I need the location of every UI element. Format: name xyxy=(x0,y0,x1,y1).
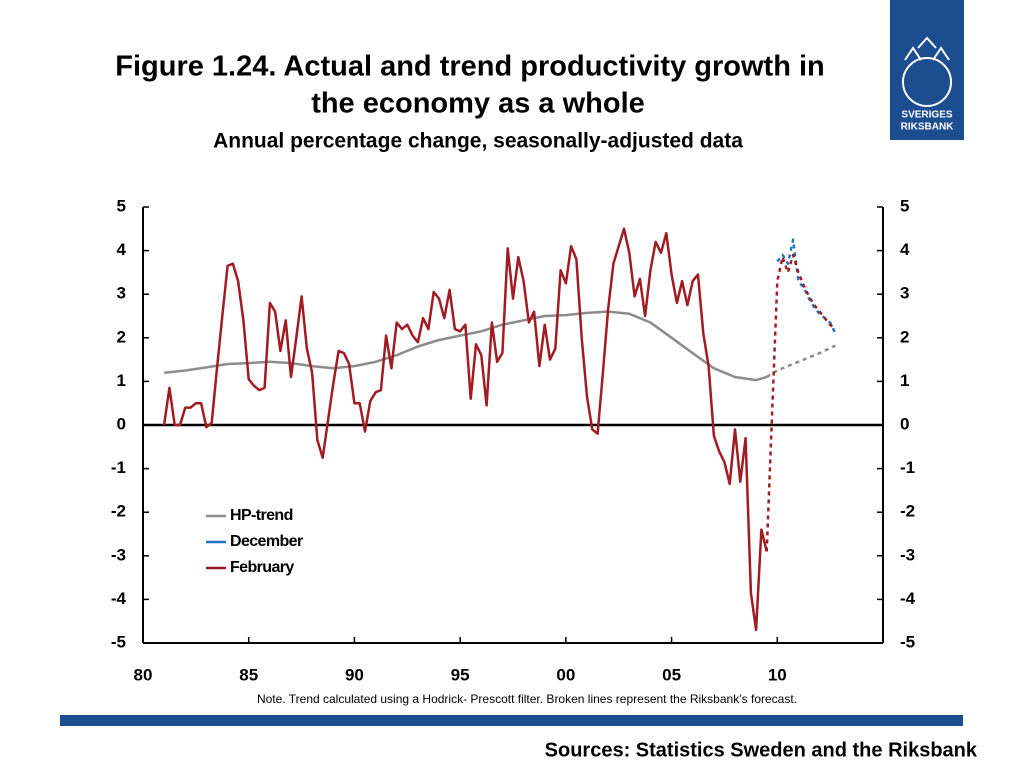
chart-title: the economy as a whole xyxy=(311,88,645,120)
x-tick-label: 90 xyxy=(345,665,364,684)
logo-crowns xyxy=(904,36,950,61)
chart-title: Figure 1.24. Actual and trend productivi… xyxy=(115,51,825,83)
y-tick-label: -5 xyxy=(111,632,126,651)
logo-emblem xyxy=(902,57,952,107)
sources: Sources: Statistics Sweden and the Riksb… xyxy=(545,739,978,761)
y2-tick-label: -4 xyxy=(900,589,916,608)
legend-label: February xyxy=(230,559,294,576)
y2-tick-label: 0 xyxy=(900,414,909,433)
y-tick-label: -3 xyxy=(111,545,126,564)
x-tick-label: 05 xyxy=(662,665,681,684)
legend-label: December xyxy=(230,533,303,550)
y-tick-label: 0 xyxy=(117,414,126,433)
y-tick-label: 4 xyxy=(117,240,127,259)
forecast-line xyxy=(766,344,836,379)
y2-tick-label: -2 xyxy=(900,502,915,521)
y-tick-label: 3 xyxy=(117,284,126,303)
x-tick-label: 10 xyxy=(768,665,787,684)
y2-tick-label: -5 xyxy=(900,632,915,651)
y2-tick-label: 2 xyxy=(900,327,909,346)
y2-tick-label: 3 xyxy=(900,284,909,303)
line-series xyxy=(162,227,768,632)
y-tick-label: 5 xyxy=(117,196,126,215)
chart-subtitle: Annual percentage change, seasonally-adj… xyxy=(213,130,743,153)
y-tick-label: -4 xyxy=(111,589,127,608)
y-tick-label: -2 xyxy=(111,502,126,521)
y-tick-label: -1 xyxy=(111,458,126,477)
x-tick-label: 00 xyxy=(556,665,575,684)
x-tick-label: 85 xyxy=(239,665,258,684)
logo xyxy=(890,0,964,140)
legend-label: HP-trend xyxy=(230,507,293,524)
footer-bar xyxy=(60,715,963,726)
note: Note. Trend calculated using a Hodrick- … xyxy=(257,692,797,706)
y2-tick-label: 4 xyxy=(900,240,910,259)
line-series xyxy=(163,310,768,382)
logo-text: RIKSBANK xyxy=(901,122,955,133)
forecast-line xyxy=(765,253,837,552)
y2-tick-label: 1 xyxy=(900,371,909,390)
x-tick-label: 80 xyxy=(134,665,153,684)
logo-text: SVERIGES xyxy=(901,110,952,121)
y-tick-label: 2 xyxy=(117,327,126,346)
y2-tick-label: -1 xyxy=(900,458,915,477)
y2-tick-label: 5 xyxy=(900,196,909,215)
x-tick-label: 95 xyxy=(451,665,470,684)
y-tick-label: 1 xyxy=(117,371,126,390)
y2-tick-label: -3 xyxy=(900,545,915,564)
